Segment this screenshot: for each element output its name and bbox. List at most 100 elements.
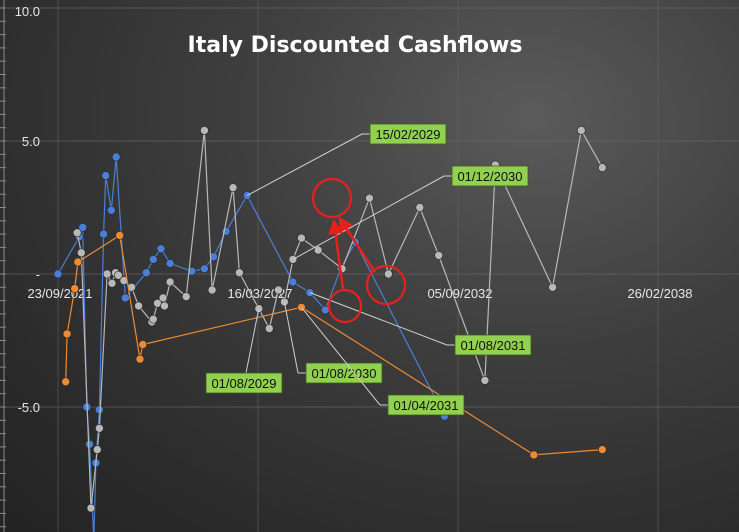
data-point bbox=[165, 277, 175, 287]
highlight-arrow bbox=[328, 219, 345, 290]
data-point bbox=[149, 255, 158, 264]
data-point bbox=[576, 126, 586, 135]
series-line bbox=[57, 156, 446, 532]
data-point bbox=[107, 278, 117, 288]
data-point bbox=[297, 233, 306, 243]
callout-box bbox=[387, 394, 465, 416]
data-point bbox=[548, 282, 557, 292]
data-point bbox=[597, 163, 607, 172]
data-point bbox=[165, 259, 175, 268]
data-point bbox=[365, 193, 374, 203]
callout-leader-line bbox=[283, 301, 299, 374]
callout-leader-line bbox=[292, 175, 445, 260]
data-point bbox=[160, 301, 169, 311]
data-point bbox=[73, 257, 83, 267]
callout-leader-line bbox=[243, 308, 260, 384]
data-point bbox=[102, 269, 112, 279]
data-point bbox=[209, 252, 218, 262]
data-point bbox=[101, 171, 110, 180]
data-point bbox=[93, 445, 102, 454]
x-tick-label: 26/02/2038 bbox=[627, 286, 692, 301]
data-point bbox=[480, 376, 490, 385]
callout-label: 01/04/2031 bbox=[393, 398, 458, 413]
data-point bbox=[107, 205, 116, 215]
callout: 01/08/2031 bbox=[309, 292, 532, 356]
data-point bbox=[142, 268, 151, 278]
data-point bbox=[529, 450, 539, 460]
data-point bbox=[53, 269, 63, 279]
callout-label: 01/08/2031 bbox=[460, 338, 525, 353]
callout-leader-line bbox=[309, 292, 448, 346]
data-point bbox=[121, 293, 130, 303]
series-0 bbox=[53, 152, 449, 532]
data-point bbox=[313, 245, 323, 255]
data-point bbox=[149, 314, 158, 324]
callout: 01/04/2031 bbox=[301, 306, 465, 416]
callout-box bbox=[369, 123, 447, 145]
callout-label: 01/12/2030 bbox=[457, 169, 522, 184]
callout-label: 15/02/2029 bbox=[375, 127, 440, 142]
data-point bbox=[264, 324, 274, 333]
data-point bbox=[200, 126, 209, 135]
callout-box bbox=[454, 334, 532, 356]
data-point bbox=[135, 354, 145, 364]
highlight-group bbox=[311, 177, 407, 324]
data-point bbox=[138, 340, 148, 349]
callout-leader-line bbox=[301, 306, 381, 406]
data-point bbox=[115, 231, 124, 240]
callout-label: 01/08/2030 bbox=[311, 366, 376, 381]
data-point bbox=[274, 285, 283, 295]
callout-box bbox=[305, 362, 383, 384]
y-tick-label: 10.0 bbox=[15, 4, 40, 19]
y-tick-label: 5.0 bbox=[22, 134, 40, 149]
highlight-arrow bbox=[338, 216, 377, 273]
data-point bbox=[434, 251, 444, 260]
data-point bbox=[156, 244, 166, 253]
y-tick-label: -5.0 bbox=[18, 400, 40, 415]
data-point bbox=[384, 269, 393, 279]
data-point bbox=[187, 266, 197, 276]
data-point bbox=[86, 503, 96, 513]
data-point bbox=[111, 152, 121, 162]
data-point bbox=[114, 270, 123, 280]
data-point bbox=[181, 292, 191, 301]
callout-label: 01/08/2029 bbox=[211, 376, 276, 391]
data-point bbox=[99, 229, 108, 239]
data-point bbox=[72, 228, 82, 238]
callout-leader-line bbox=[246, 133, 363, 196]
data-point bbox=[78, 223, 87, 232]
data-point bbox=[62, 329, 72, 339]
data-point bbox=[415, 203, 425, 212]
highlight-circle bbox=[365, 264, 407, 306]
data-point bbox=[228, 183, 238, 192]
callout: 01/08/2029 bbox=[205, 308, 283, 394]
data-point bbox=[127, 282, 136, 292]
callout: 15/02/2029 bbox=[246, 123, 447, 196]
callout-box bbox=[451, 165, 529, 187]
data-point bbox=[70, 284, 79, 293]
data-point bbox=[134, 301, 143, 311]
annotation-layer: 15/02/2029 01/12/2030 01/08/2029 01/08/2030… bbox=[205, 123, 532, 416]
data-point bbox=[85, 439, 94, 449]
data-point bbox=[207, 285, 217, 295]
data-point bbox=[597, 445, 607, 454]
data-point bbox=[200, 264, 209, 274]
series-1 bbox=[72, 126, 607, 513]
data-point bbox=[119, 276, 129, 285]
axes: 10.05.0--5.023/09/2021 16/03/2027 05/09/20… bbox=[0, 0, 693, 532]
data-point bbox=[61, 377, 70, 387]
x-tick-label: 05/09/2032 bbox=[427, 286, 492, 301]
series-line bbox=[76, 128, 603, 509]
highlight-circle bbox=[327, 288, 363, 324]
data-point bbox=[288, 277, 298, 287]
series-layer bbox=[53, 126, 607, 532]
callout-box bbox=[205, 372, 283, 394]
data-point bbox=[235, 268, 244, 278]
highlight-circle bbox=[311, 177, 353, 219]
series-2 bbox=[61, 231, 607, 460]
data-point bbox=[158, 293, 168, 303]
data-point bbox=[77, 248, 86, 257]
callout: 01/12/2030 bbox=[292, 165, 529, 260]
data-point bbox=[95, 405, 104, 415]
